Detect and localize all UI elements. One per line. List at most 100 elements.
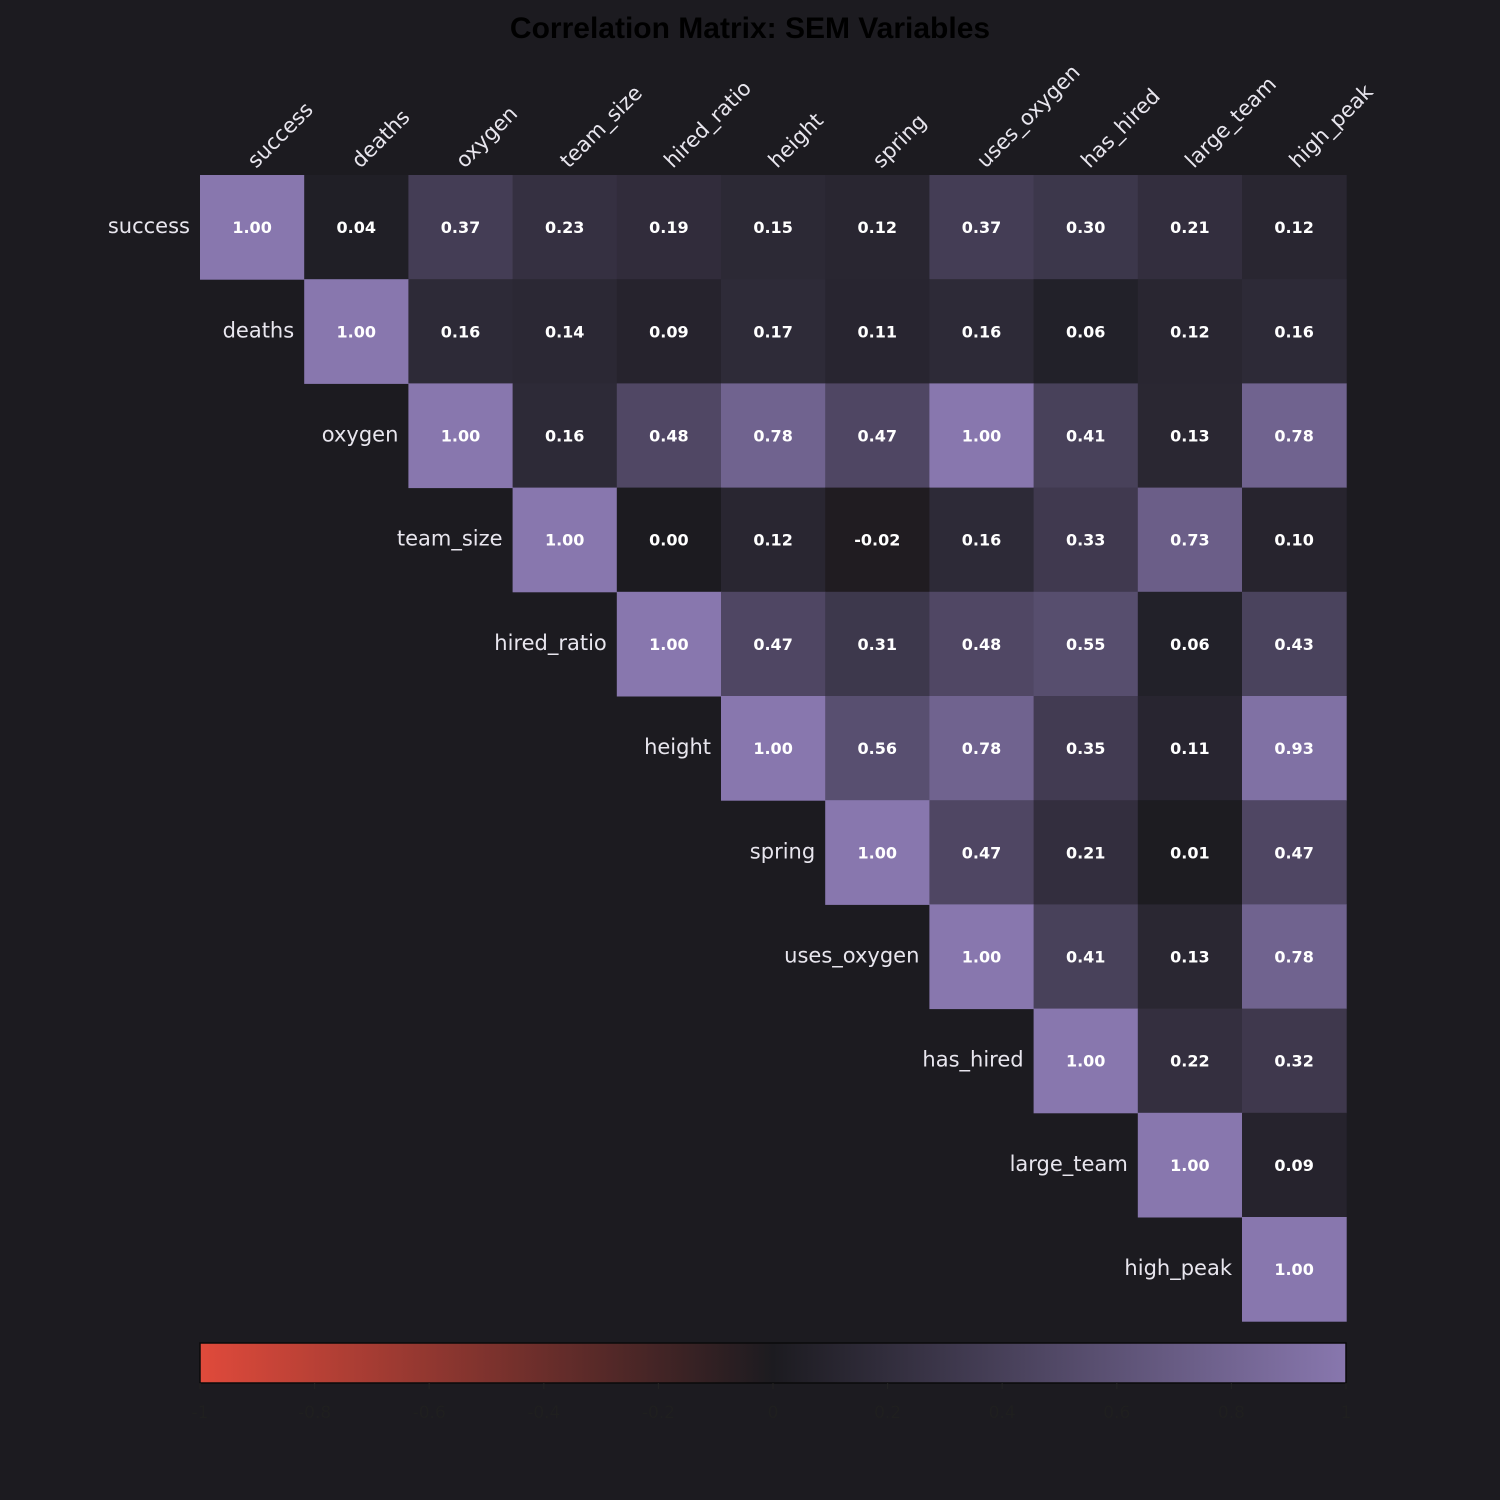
colorbar: -1 -0.8 -0.6 -0.4 -0.2 0 0.2 0.4 0.6 0.8 1 xyxy=(192,1342,1351,1423)
cell-value-has_hired-has_hired: 1.00 xyxy=(1066,1052,1105,1071)
heatmap-cell-spring-has_hired xyxy=(1033,800,1139,905)
cell-value-deaths-hired_ratio: 0.09 xyxy=(649,322,688,341)
heatmap-cell-height-uses_oxygen xyxy=(929,696,1035,801)
cell-value-large_team-large_team: 1.00 xyxy=(1170,1156,1209,1175)
cell-value-uses_oxygen-uses_oxygen: 1.00 xyxy=(962,948,1001,967)
cell-value-has_hired-high_peak: 0.32 xyxy=(1274,1052,1313,1071)
cell-value-success-deaths: 0.04 xyxy=(337,218,376,237)
cell-value-high_peak-high_peak: 1.00 xyxy=(1274,1260,1313,1279)
heatmap-cell-team_size-high_peak xyxy=(1242,487,1347,593)
heatmap-cell-deaths-high_peak xyxy=(1242,279,1347,384)
heatmap-cell-team_size-uses_oxygen xyxy=(929,487,1035,593)
heatmap-cell-team_size-team_size xyxy=(512,487,618,593)
cell-value-success-success: 1.00 xyxy=(232,218,271,237)
cell-value-oxygen-uses_oxygen: 1.00 xyxy=(962,427,1001,446)
heatmap-cell-has_hired-high_peak xyxy=(1242,1008,1347,1114)
heatmap-cell-spring-high_peak xyxy=(1242,800,1347,905)
heatmap-cell-height-height xyxy=(721,696,826,801)
heatmap-cell-deaths-large_team xyxy=(1137,279,1243,384)
heatmap-cell-team_size-has_hired xyxy=(1033,487,1139,593)
heatmap-cell-oxygen-has_hired xyxy=(1033,383,1139,489)
heatmap-cell-success-uses_oxygen xyxy=(929,175,1035,280)
heatmap-cell-success-has_hired xyxy=(1033,175,1139,280)
cell-value-oxygen-large_team: 0.13 xyxy=(1170,427,1209,446)
heatmap-cell-oxygen-oxygen xyxy=(408,383,514,489)
cell-value-success-has_hired: 0.30 xyxy=(1066,218,1105,237)
row-label-hired_ratio: hired_ratio xyxy=(494,631,607,656)
colorbar-tick-label: -0.2 xyxy=(642,1403,675,1423)
column-label-spring: spring xyxy=(868,109,931,172)
chart-title: Correlation Matrix: SEM Variables xyxy=(509,12,991,45)
heatmap-cell-height-spring xyxy=(825,696,930,801)
heatmap-cell-success-success xyxy=(200,175,305,280)
column-label-uses_oxygen: uses_oxygen xyxy=(972,60,1085,173)
cell-value-success-spring: 0.12 xyxy=(858,218,897,237)
cell-value-has_hired-large_team: 0.22 xyxy=(1170,1052,1209,1071)
cell-value-deaths-deaths: 1.00 xyxy=(337,322,376,341)
heatmap-cell-deaths-hired_ratio xyxy=(616,279,722,384)
column-label-height: height xyxy=(764,108,828,172)
cell-value-oxygen-has_hired: 0.41 xyxy=(1066,427,1105,446)
cell-value-team_size-spring: -0.02 xyxy=(854,531,900,550)
heatmap-cell-success-spring xyxy=(825,175,930,280)
heatmap-cell-team_size-large_team xyxy=(1137,487,1243,593)
cell-value-team_size-high_peak: 0.10 xyxy=(1274,531,1313,550)
heatmap-cell-oxygen-height xyxy=(721,383,826,489)
heatmap-cell-success-large_team xyxy=(1137,175,1243,280)
cell-value-hired_ratio-has_hired: 0.55 xyxy=(1066,635,1105,654)
heatmap-cell-spring-uses_oxygen xyxy=(929,800,1035,905)
heatmap-cell-height-high_peak xyxy=(1242,696,1347,801)
heatmap-cell-success-team_size xyxy=(512,175,618,280)
heatmap-cell-oxygen-hired_ratio xyxy=(616,383,722,489)
column-label-oxygen: oxygen xyxy=(451,101,522,172)
cell-value-spring-has_hired: 0.21 xyxy=(1066,843,1105,862)
heatmap-cell-hired_ratio-uses_oxygen xyxy=(929,591,1035,697)
heatmap-cell-hired_ratio-large_team xyxy=(1137,591,1243,697)
cell-value-team_size-uses_oxygen: 0.16 xyxy=(962,531,1001,550)
heatmap-cell-height-has_hired xyxy=(1033,696,1139,801)
colorbar-tick-label: -0.4 xyxy=(527,1403,560,1423)
cell-value-success-high_peak: 0.12 xyxy=(1274,218,1313,237)
cell-value-height-large_team: 0.11 xyxy=(1170,739,1209,758)
heatmap-cell-spring-large_team xyxy=(1137,800,1243,905)
heatmap-cells: 1.00 0.04 0.37 0.23 0.19 0.15 0.12 0.37 0.30 0.21… xyxy=(200,175,1347,1322)
cell-value-oxygen-team_size: 0.16 xyxy=(545,427,584,446)
cell-value-spring-uses_oxygen: 0.47 xyxy=(962,843,1001,862)
heatmap-cell-team_size-height xyxy=(721,487,826,593)
heatmap-cell-team_size-spring xyxy=(825,487,930,593)
heatmap-cell-uses_oxygen-large_team xyxy=(1137,904,1243,1010)
cell-value-team_size-height: 0.12 xyxy=(753,531,792,550)
row-label-high_peak: high_peak xyxy=(1124,1256,1232,1281)
row-label-height: height xyxy=(644,735,711,759)
cell-value-deaths-has_hired: 0.06 xyxy=(1066,322,1105,341)
column-labels: success deaths oxygen team_size hired_ratio h… xyxy=(243,60,1379,173)
cell-value-spring-spring: 1.00 xyxy=(858,843,897,862)
heatmap-cell-large_team-large_team xyxy=(1137,1112,1243,1218)
column-label-success: success xyxy=(243,97,318,172)
cell-value-hired_ratio-height: 0.47 xyxy=(753,635,792,654)
heatmap-cell-hired_ratio-hired_ratio xyxy=(616,591,722,697)
cell-value-height-high_peak: 0.93 xyxy=(1274,739,1313,758)
heatmap-cell-oxygen-large_team xyxy=(1137,383,1243,489)
heatmap-cell-deaths-uses_oxygen xyxy=(929,279,1035,384)
row-label-has_hired: has_hired xyxy=(922,1048,1023,1073)
colorbar-tick-label: -0.8 xyxy=(298,1403,331,1423)
row-label-team_size: team_size xyxy=(397,527,503,552)
cell-value-success-hired_ratio: 0.19 xyxy=(649,218,688,237)
heatmap-cell-deaths-height xyxy=(721,279,826,384)
column-label-large_team: large_team xyxy=(1180,72,1281,173)
cell-value-deaths-spring: 0.11 xyxy=(858,322,897,341)
cell-value-uses_oxygen-high_peak: 0.78 xyxy=(1274,948,1313,967)
cell-value-uses_oxygen-large_team: 0.13 xyxy=(1170,948,1209,967)
column-label-has_hired: has_hired xyxy=(1076,84,1165,173)
colorbar-tick-label: 0.6 xyxy=(1103,1403,1130,1423)
heatmap-cell-uses_oxygen-has_hired xyxy=(1033,904,1139,1010)
cell-value-hired_ratio-high_peak: 0.43 xyxy=(1274,635,1313,654)
colorbar-gradient xyxy=(199,1342,1347,1384)
heatmap-cell-success-hired_ratio xyxy=(616,175,722,280)
heatmap-cell-hired_ratio-height xyxy=(721,591,826,697)
heatmap-cell-has_hired-large_team xyxy=(1137,1008,1243,1114)
heatmap-cell-hired_ratio-spring xyxy=(825,591,930,697)
colorbar-tick-label: 0.2 xyxy=(874,1403,901,1423)
